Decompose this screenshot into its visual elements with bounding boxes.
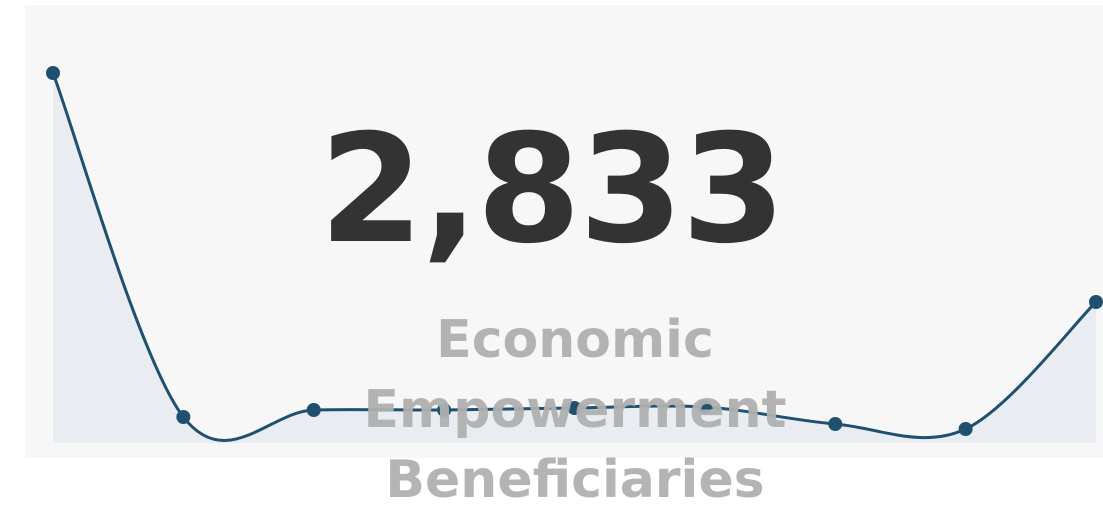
area	[53, 73, 1096, 443]
kpi-label: Economic Empowerment Beneficiaries	[363, 310, 787, 510]
point	[46, 66, 60, 80]
page: {"chart_data": {"type": "line", "values"…	[25, 5, 1103, 510]
point	[567, 401, 582, 415]
point	[306, 403, 321, 417]
kpi-value: 2,833	[319, 103, 785, 277]
point	[1089, 295, 1103, 309]
sparkline	[46, 66, 1103, 443]
point	[828, 417, 843, 431]
point	[176, 410, 191, 424]
kpi-card	[25, 5, 1103, 458]
point	[958, 422, 973, 436]
point	[437, 403, 452, 417]
point	[697, 400, 712, 414]
